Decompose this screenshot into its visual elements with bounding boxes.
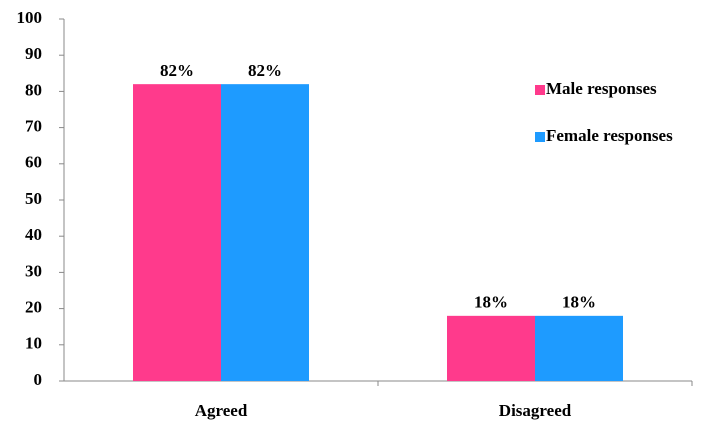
value-label: 18%: [562, 293, 596, 312]
y-tick-label: 60: [25, 153, 42, 172]
y-tick-label: 0: [34, 370, 43, 389]
y-tick-label: 20: [25, 298, 42, 317]
value-label: 82%: [160, 61, 194, 80]
y-tick-label: 100: [17, 8, 43, 27]
bar: [447, 315, 535, 381]
value-label: 18%: [474, 293, 508, 312]
legend-swatch: [535, 132, 545, 142]
y-tick-label: 50: [25, 189, 42, 208]
bar: [133, 84, 221, 381]
y-tick-label: 30: [25, 261, 42, 280]
y-tick-label: 10: [25, 334, 42, 353]
y-tick-label: 90: [25, 44, 42, 63]
y-tick-label: 40: [25, 225, 42, 244]
y-tick-label: 70: [25, 117, 42, 136]
y-tick-label: 80: [25, 80, 42, 99]
x-tick-label: Agreed: [195, 401, 248, 420]
legend-label: Male responses: [546, 79, 657, 98]
x-tick-label: Disagreed: [499, 401, 572, 420]
bar: [535, 315, 623, 381]
value-label: 82%: [248, 61, 282, 80]
legend-label: Female responses: [546, 126, 673, 145]
legend-swatch: [535, 85, 545, 95]
bar: [221, 84, 309, 381]
